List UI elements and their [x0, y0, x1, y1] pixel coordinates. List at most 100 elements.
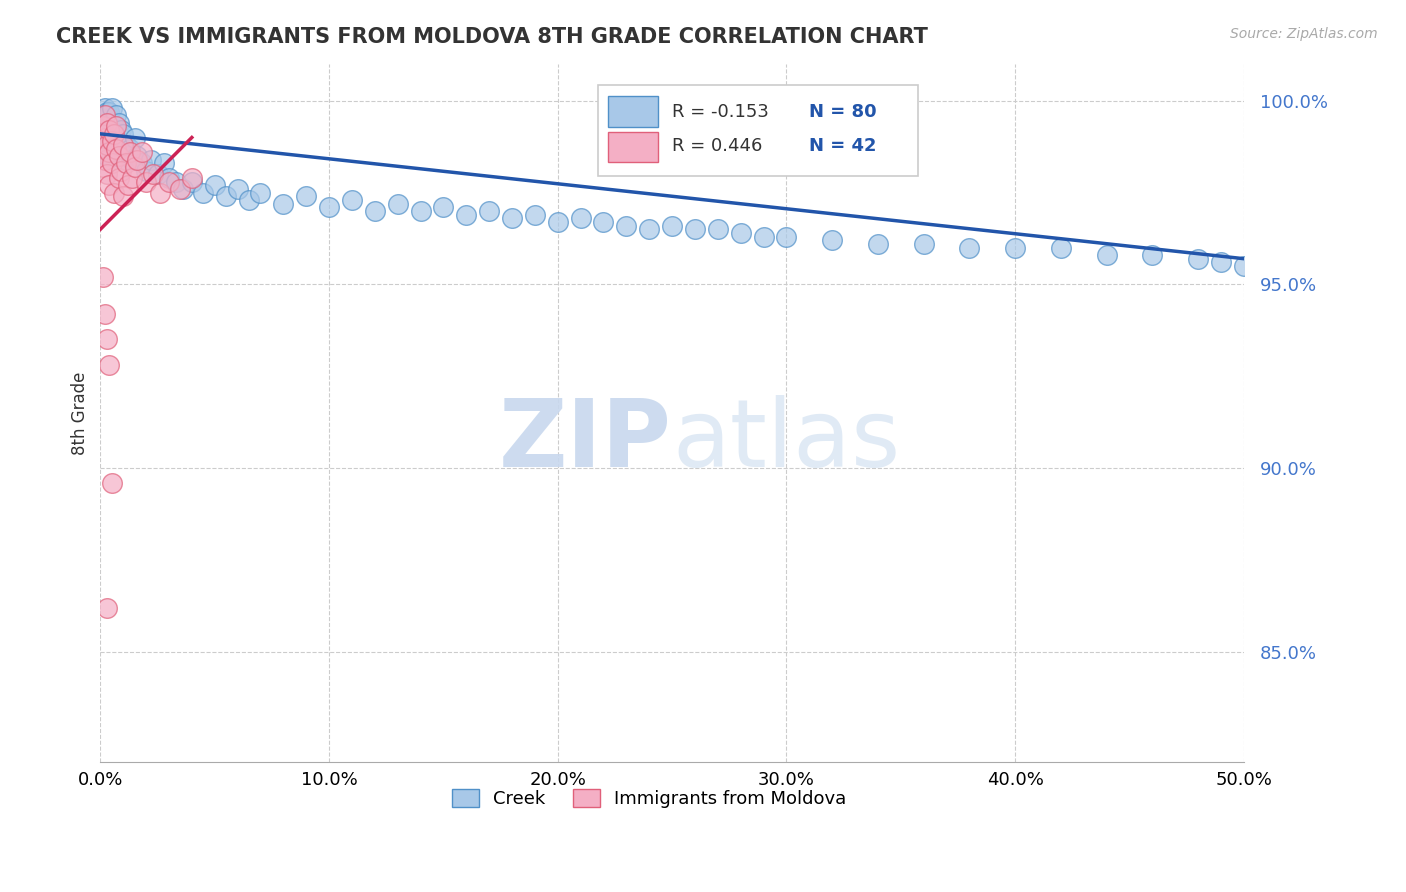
Point — [105, 130, 128, 145]
Point — [96, 600, 118, 615]
Text: N = 42: N = 42 — [810, 137, 877, 155]
Point — [957, 241, 980, 255]
Point — [103, 142, 125, 156]
Point — [1049, 241, 1071, 255]
Point — [96, 167, 118, 181]
Point — [149, 186, 172, 200]
Point — [98, 123, 121, 137]
Text: N = 80: N = 80 — [810, 103, 877, 120]
Point — [98, 120, 121, 134]
Point — [146, 167, 169, 181]
Point — [169, 182, 191, 196]
Point — [821, 233, 844, 247]
Point — [131, 145, 153, 160]
Point — [94, 307, 117, 321]
Point — [1233, 259, 1256, 273]
Point — [271, 196, 294, 211]
Point — [91, 112, 114, 127]
Text: R = 0.446: R = 0.446 — [672, 137, 762, 155]
Point — [193, 186, 215, 200]
Point — [125, 149, 148, 163]
Point — [91, 270, 114, 285]
Point — [107, 137, 129, 152]
Point — [94, 130, 117, 145]
Point — [96, 149, 118, 163]
FancyBboxPatch shape — [598, 85, 918, 176]
Point — [226, 182, 249, 196]
FancyBboxPatch shape — [607, 132, 658, 162]
Point — [409, 203, 432, 218]
Point — [98, 358, 121, 372]
Point — [215, 189, 238, 203]
Point — [101, 101, 124, 115]
Point — [103, 127, 125, 141]
Point — [157, 170, 180, 185]
Point — [432, 200, 454, 214]
Point — [120, 142, 142, 156]
Point — [110, 145, 132, 160]
Point — [1095, 248, 1118, 262]
Point — [153, 156, 176, 170]
Point — [569, 211, 592, 226]
Point — [91, 120, 114, 134]
Point — [105, 142, 128, 156]
Point — [661, 219, 683, 233]
Point — [91, 160, 114, 174]
Point — [112, 189, 135, 203]
Point — [204, 178, 226, 193]
Point — [180, 170, 202, 185]
Point — [96, 130, 118, 145]
Text: Source: ZipAtlas.com: Source: ZipAtlas.com — [1230, 27, 1378, 41]
Point — [105, 149, 128, 163]
Point — [105, 108, 128, 122]
Point — [135, 163, 157, 178]
Point — [94, 137, 117, 152]
Point — [112, 127, 135, 141]
Point — [752, 229, 775, 244]
Y-axis label: 8th Grade: 8th Grade — [72, 371, 89, 455]
Point — [124, 160, 146, 174]
Point — [157, 175, 180, 189]
Point — [135, 175, 157, 189]
Point — [592, 215, 614, 229]
Text: atlas: atlas — [672, 395, 900, 487]
Point — [318, 200, 340, 214]
Point — [387, 196, 409, 211]
Point — [112, 153, 135, 167]
Point — [912, 237, 935, 252]
Point — [98, 104, 121, 119]
Point — [638, 222, 661, 236]
Point — [103, 120, 125, 134]
Point — [295, 189, 318, 203]
Point — [364, 203, 387, 218]
Point — [478, 203, 501, 218]
Point — [340, 193, 363, 207]
Point — [101, 149, 124, 163]
Point — [103, 186, 125, 200]
Point — [94, 153, 117, 167]
Point — [120, 145, 142, 160]
Point — [121, 153, 143, 167]
FancyBboxPatch shape — [607, 96, 658, 127]
Point — [139, 153, 162, 167]
Point — [614, 219, 637, 233]
Point — [1142, 248, 1164, 262]
Point — [94, 123, 117, 137]
Point — [107, 149, 129, 163]
Point — [114, 137, 136, 152]
Point — [547, 215, 569, 229]
Point — [94, 101, 117, 115]
Point — [707, 222, 730, 236]
Point — [96, 137, 118, 152]
Point — [866, 237, 889, 252]
Point — [683, 222, 706, 236]
Point — [117, 149, 139, 163]
Point — [94, 108, 117, 122]
Point — [775, 229, 797, 244]
Point — [110, 123, 132, 137]
Legend: Creek, Immigrants from Moldova: Creek, Immigrants from Moldova — [444, 781, 853, 815]
Point — [96, 333, 118, 347]
Point — [249, 186, 271, 200]
Text: CREEK VS IMMIGRANTS FROM MOLDOVA 8TH GRADE CORRELATION CHART: CREEK VS IMMIGRANTS FROM MOLDOVA 8TH GRA… — [56, 27, 928, 46]
Point — [101, 156, 124, 170]
